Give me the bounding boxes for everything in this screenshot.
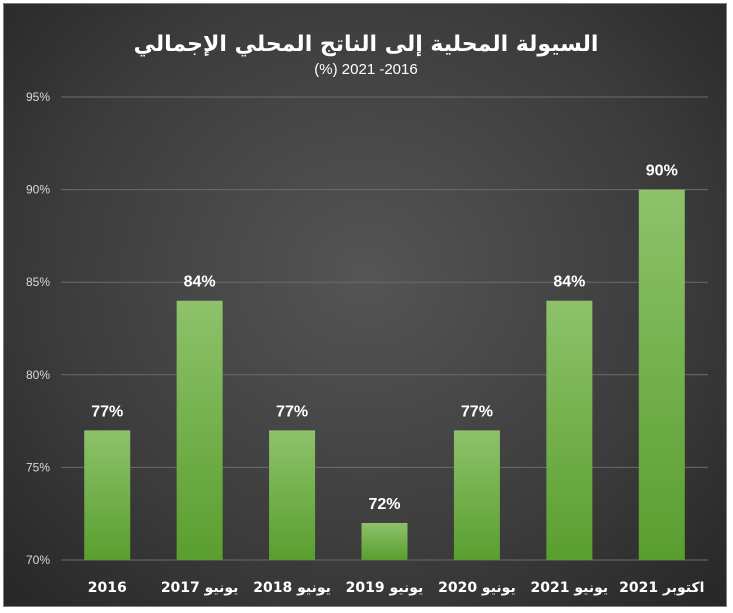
data-label: 84% [553,274,585,291]
data-label: 84% [184,274,216,291]
y-tick-label: 70% [26,553,50,567]
bar [176,300,223,560]
chart-title: السيولة المحلية إلى الناتج المحلي الإجما… [134,32,599,57]
category-label: اكتوبر 2021 [619,580,704,596]
data-label: 72% [368,496,400,513]
chart-area: السيولة المحلية إلى الناتج المحلي الإجما… [3,3,727,607]
y-tick-label: 90% [26,183,50,197]
y-tick-label: 75% [26,460,50,474]
data-labels: 77% 84% 77% 72% 77% 84% 90% [91,163,678,513]
data-label: 77% [91,403,123,420]
bars [84,189,685,560]
y-axis-ticks: 70% 75% 80% 85% 90% 95% [26,90,50,567]
bar [546,300,593,560]
x-axis-labels: 2016 يونيو 2017 يونيو 2018 يونيو 2019 يونيو … [88,580,705,596]
data-label: 77% [276,403,308,420]
data-label: 90% [646,163,678,180]
category-label: يونيو 2019 [346,580,424,596]
category-label: يونيو 2020 [438,580,516,596]
y-tick-label: 95% [26,90,50,104]
bar-chart: السيولة المحلية إلى الناتج المحلي الإجما… [26,32,708,596]
category-label: يونيو 2018 [253,580,331,596]
chart-subtitle: (%) 2021 -2016 [314,61,417,78]
bar [638,189,685,560]
bar [84,430,131,560]
bar [453,430,500,560]
y-tick-label: 85% [26,275,50,289]
category-label: يونيو 2017 [161,580,239,596]
category-label: يونيو 2021 [531,580,609,596]
gridlines [61,96,708,561]
bar [269,430,316,560]
bar [361,522,408,560]
data-label: 77% [461,403,493,420]
category-label: 2016 [88,580,127,596]
y-tick-label: 80% [26,368,50,382]
